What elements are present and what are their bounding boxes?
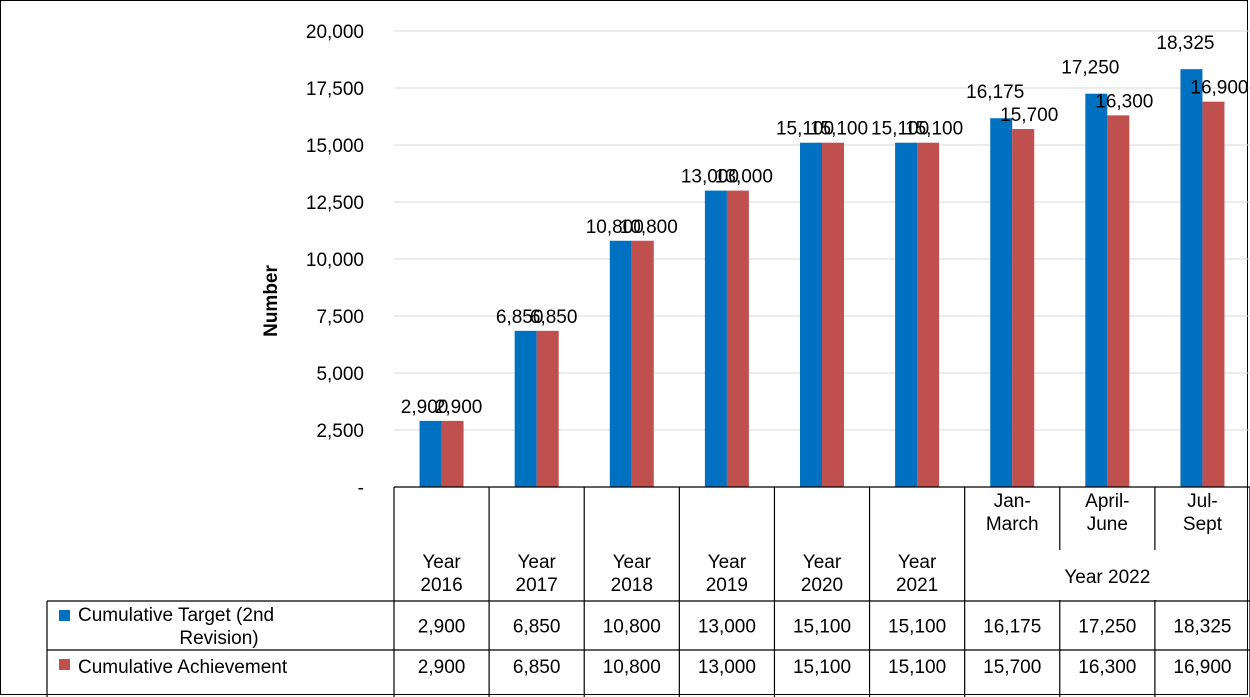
table-value: 15,100: [793, 657, 851, 678]
table-value: 10,800: [603, 657, 661, 678]
category-label: Year: [613, 552, 652, 573]
data-label-achievement: 10,800: [620, 217, 678, 238]
y-tick-label: 10,000: [306, 250, 364, 271]
data-label-target: 15,100: [776, 119, 834, 140]
data-label-target: 2,900: [401, 397, 449, 418]
legend-label: Cumulative Achievement: [78, 657, 288, 678]
category-label: March: [986, 514, 1039, 535]
table-value: 15,100: [793, 617, 851, 638]
data-label-achievement: 15,700: [1000, 105, 1058, 126]
bar-achievement: [441, 420, 464, 487]
table-value: 16,175: [983, 617, 1041, 638]
y-tick-label: 17,500: [306, 79, 364, 100]
category-label: Jul-: [1187, 491, 1218, 512]
legend-key: [59, 659, 70, 670]
category-label: 2019: [706, 575, 748, 596]
bar-target: [990, 118, 1013, 488]
table-value: 16,300: [1078, 657, 1136, 678]
bar-target: [514, 330, 537, 487]
category-label: June: [1087, 514, 1128, 535]
bar-achievement: [631, 240, 654, 487]
category-group-label: Year 2022: [1064, 567, 1150, 588]
group-band-cover: [1058, 550, 1061, 600]
data-label-target: 17,250: [1061, 58, 1119, 79]
bar-achievement: [1202, 101, 1225, 488]
category-label: 2020: [801, 575, 843, 596]
group-band-cover: [1153, 550, 1156, 600]
category-label: 2018: [611, 575, 653, 596]
table-value: 13,000: [698, 657, 756, 678]
y-tick-label: 15,000: [306, 136, 364, 157]
data-label-target: 13,000: [681, 167, 739, 188]
category-label: Year: [898, 552, 937, 573]
data-label-achievement: 13,000: [715, 167, 773, 188]
data-label-achievement: 16,900: [1190, 78, 1248, 99]
data-label-target: 18,325: [1156, 33, 1214, 54]
legend-label: Revision): [179, 628, 258, 649]
data-label-achievement: 15,100: [905, 119, 963, 140]
table-value: 15,100: [888, 617, 946, 638]
table-value: 10,800: [603, 617, 661, 638]
y-tick-label: -: [358, 478, 364, 499]
data-label-achievement: 15,100: [810, 119, 868, 140]
bar-target: [800, 142, 822, 487]
category-label: Sept: [1183, 514, 1223, 535]
bar-achievement: [726, 190, 749, 487]
y-tick-label: 7,500: [316, 307, 364, 328]
y-tick-label: 12,500: [306, 193, 364, 214]
bar-achievement: [1012, 129, 1035, 488]
bar-target: [609, 240, 632, 487]
table-value: 2,900: [418, 657, 466, 678]
category-label: Year: [422, 552, 461, 573]
data-label-target: 6,850: [496, 307, 544, 328]
data-label-target: 15,100: [871, 119, 929, 140]
data-label-achievement: 6,850: [530, 307, 578, 328]
bar-target: [895, 142, 918, 487]
legend-key: [59, 610, 70, 621]
data-label-achievement: 2,900: [435, 397, 483, 418]
bar-target: [1085, 93, 1108, 487]
table-value: 2,900: [418, 617, 466, 638]
legend-label: Cumulative Target (2nd: [78, 605, 274, 626]
y-tick-label: 2,500: [316, 421, 364, 442]
table-value: 17,250: [1078, 617, 1136, 638]
y-axis-title: Number: [261, 265, 282, 337]
y-tick-label: 5,000: [316, 364, 364, 385]
data-label-achievement: 16,300: [1095, 91, 1153, 112]
data-label-target: 16,175: [966, 82, 1024, 103]
category-label: Year: [708, 552, 747, 573]
table-value: 6,850: [513, 657, 561, 678]
table-value: 13,000: [698, 617, 756, 638]
bar-achievement: [536, 330, 559, 487]
category-label: 2016: [420, 575, 462, 596]
data-label-target: 10,800: [586, 217, 644, 238]
table-value: 18,325: [1173, 617, 1231, 638]
category-label: Jan-: [994, 491, 1031, 512]
category-label: Year: [517, 552, 556, 573]
table-value: 15,100: [888, 657, 946, 678]
bar-achievement: [822, 142, 844, 487]
category-label: 2017: [516, 575, 558, 596]
bar-achievement: [1107, 115, 1130, 488]
table-value: 15,700: [983, 657, 1041, 678]
table-value: 16,900: [1173, 657, 1231, 678]
category-label: April-: [1085, 491, 1129, 512]
category-label: 2021: [896, 575, 938, 596]
bar-target: [419, 420, 442, 487]
bar-target: [704, 190, 727, 487]
bar-target: [1180, 69, 1203, 487]
bar-achievement: [917, 142, 940, 487]
category-label: Year: [803, 552, 842, 573]
y-tick-label: 20,000: [306, 22, 364, 43]
table-value: 6,850: [513, 617, 561, 638]
